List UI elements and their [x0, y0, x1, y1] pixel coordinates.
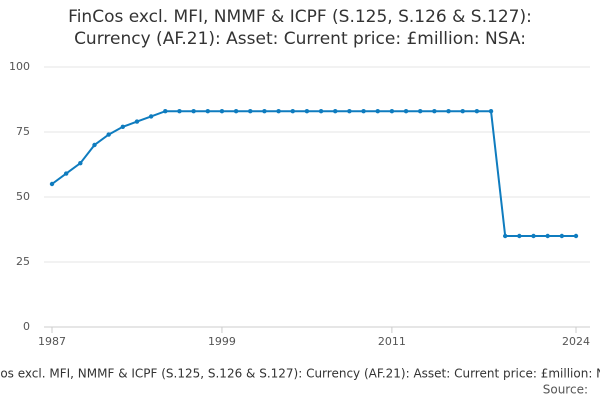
point — [418, 109, 423, 114]
y-tick-label: 50 — [16, 190, 30, 203]
x-tick-label: 2024 — [562, 335, 590, 348]
point — [276, 109, 281, 114]
x-axis-label: FinCos excl. MFI, NMMF & ICPF (S.125, S.… — [0, 367, 600, 381]
y-tick-label: 25 — [16, 255, 30, 268]
point — [163, 109, 168, 114]
point — [559, 233, 565, 239]
line — [51, 110, 576, 237]
point — [361, 109, 366, 114]
point — [474, 109, 480, 114]
x-tick-label: 1999 — [208, 335, 236, 348]
point — [333, 109, 338, 114]
point — [290, 109, 295, 114]
point — [347, 109, 352, 114]
point — [49, 181, 55, 187]
y-tick-label: 0 — [23, 320, 30, 333]
point — [545, 233, 550, 239]
point — [446, 109, 451, 114]
point — [304, 109, 310, 114]
source: Source: — [543, 383, 588, 397]
point — [432, 109, 437, 114]
x-tick-label: 2011 — [378, 335, 406, 348]
point — [78, 161, 83, 166]
point — [205, 109, 210, 114]
point — [106, 132, 111, 137]
point — [63, 171, 69, 176]
point — [460, 109, 465, 114]
point — [403, 109, 409, 114]
point — [488, 109, 494, 114]
point — [134, 119, 140, 124]
point — [191, 109, 196, 114]
y-tick-label: 100 — [9, 60, 30, 73]
point — [531, 233, 536, 239]
y-tick-label: 75 — [16, 125, 30, 138]
point — [517, 233, 522, 239]
point — [219, 109, 225, 114]
point — [92, 142, 97, 148]
point — [318, 109, 324, 114]
point — [148, 114, 154, 119]
point — [248, 109, 253, 114]
chart-title: FinCos excl. MFI, NMMF & ICPF (S.125, S.… — [68, 7, 532, 49]
point — [177, 109, 182, 114]
point — [375, 109, 380, 114]
point — [233, 109, 239, 114]
x-tick-label: 1987 — [38, 335, 66, 348]
point — [262, 109, 267, 114]
point — [120, 124, 126, 129]
point — [389, 109, 395, 114]
point — [573, 233, 579, 239]
point — [502, 233, 508, 239]
